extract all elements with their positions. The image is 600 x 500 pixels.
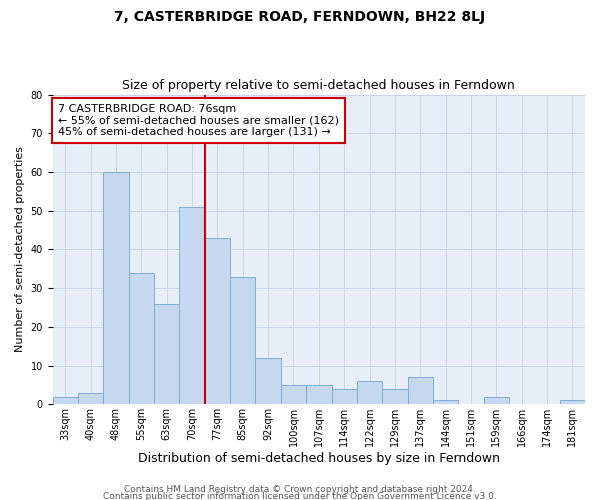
Bar [78, 392, 103, 404]
Bar [103, 172, 129, 404]
Text: 7 CASTERBRIDGE ROAD: 76sqm
← 55% of semi-detached houses are smaller (162)
45% o: 7 CASTERBRIDGE ROAD: 76sqm ← 55% of semi… [58, 104, 339, 137]
Bar [382, 389, 407, 404]
Bar [154, 304, 179, 404]
Bar [230, 276, 256, 404]
Bar [306, 385, 332, 404]
Bar [179, 207, 205, 404]
Bar [205, 238, 230, 404]
Bar [53, 396, 78, 404]
Bar [256, 358, 281, 405]
Bar [484, 396, 509, 404]
Y-axis label: Number of semi-detached properties: Number of semi-detached properties [15, 146, 25, 352]
X-axis label: Distribution of semi-detached houses by size in Ferndown: Distribution of semi-detached houses by … [138, 452, 500, 465]
Title: Size of property relative to semi-detached houses in Ferndown: Size of property relative to semi-detach… [122, 79, 515, 92]
Bar [407, 377, 433, 404]
Bar [129, 272, 154, 404]
Text: Contains HM Land Registry data © Crown copyright and database right 2024.: Contains HM Land Registry data © Crown c… [124, 486, 476, 494]
Bar [560, 400, 585, 404]
Bar [433, 400, 458, 404]
Text: 7, CASTERBRIDGE ROAD, FERNDOWN, BH22 8LJ: 7, CASTERBRIDGE ROAD, FERNDOWN, BH22 8LJ [115, 10, 485, 24]
Text: Contains public sector information licensed under the Open Government Licence v3: Contains public sector information licen… [103, 492, 497, 500]
Bar [281, 385, 306, 404]
Bar [332, 389, 357, 404]
Bar [357, 381, 382, 404]
